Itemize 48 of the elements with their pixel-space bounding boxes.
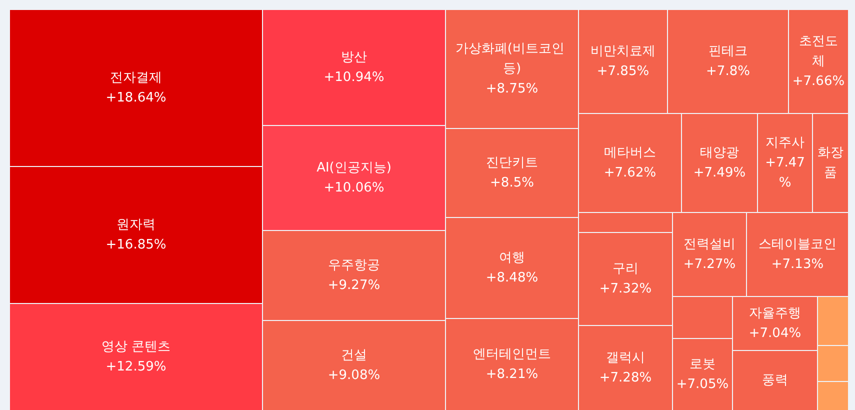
- data-label: +18.64%: [106, 90, 166, 106]
- data-label: +7.85%: [596, 64, 650, 79]
- data-label: +7.8%: [706, 64, 750, 79]
- category-label: 엔터테인먼트: [473, 347, 551, 362]
- category-label: 전력설비: [684, 237, 736, 252]
- category-label: 가상화폐(비트코인 등): [455, 42, 569, 76]
- data-label: +7.27%: [683, 257, 736, 272]
- category-label: 핀테크: [708, 44, 748, 59]
- data-label: +8.48%: [486, 270, 538, 286]
- data-label: +7.13%: [771, 257, 824, 272]
- data-label: +7.62%: [604, 166, 656, 180]
- category-label: 갤럭시: [606, 350, 645, 366]
- data-label: +9.08%: [328, 368, 380, 383]
- data-label: +7.47%: [765, 156, 805, 190]
- data-label: +7.32%: [599, 282, 652, 296]
- category-label: AI(인공지능): [316, 160, 392, 176]
- data-label: +8.21%: [486, 367, 538, 382]
- category-label: 자율주행: [749, 306, 801, 321]
- category-label: 스테이블코인: [758, 237, 836, 252]
- data-label: +7.49%: [693, 166, 746, 180]
- category-label: 원자력: [116, 218, 156, 232]
- category-label: 건설: [341, 348, 367, 363]
- data-label: +8.5%: [490, 176, 534, 190]
- category-label: 지주사: [766, 136, 804, 150]
- category-label: 비만치료제: [590, 44, 656, 59]
- data-label: +12.59%: [106, 360, 166, 374]
- data-label: +10.94%: [324, 70, 384, 85]
- category-label: 진단키트: [486, 156, 538, 170]
- category-label: 여행: [499, 250, 525, 266]
- category-label: 로봇: [690, 357, 716, 372]
- data-label: +7.04%: [748, 326, 802, 341]
- data-label: +7.05%: [676, 377, 729, 392]
- category-label: 풍력: [762, 373, 788, 388]
- data-label: +7.66%: [792, 74, 845, 89]
- data-label: +16.85%: [106, 238, 166, 252]
- data-label: +10.06%: [324, 180, 384, 196]
- data-label: +7.28%: [599, 370, 652, 386]
- category-label: 구리: [612, 262, 638, 276]
- category-label: 화장품: [818, 146, 844, 180]
- category-label: 초전도체: [799, 34, 838, 69]
- data-label: +9.27%: [328, 278, 380, 293]
- category-label: 방산: [341, 50, 367, 65]
- category-label: 메타버스: [604, 146, 656, 160]
- category-label: 우주항공: [328, 258, 380, 273]
- category-label: 태양광: [700, 146, 739, 160]
- data-label: +8.75%: [486, 82, 538, 96]
- category-label: 영상 콘텐츠: [101, 340, 171, 354]
- category-label: 전자결제: [110, 70, 162, 86]
